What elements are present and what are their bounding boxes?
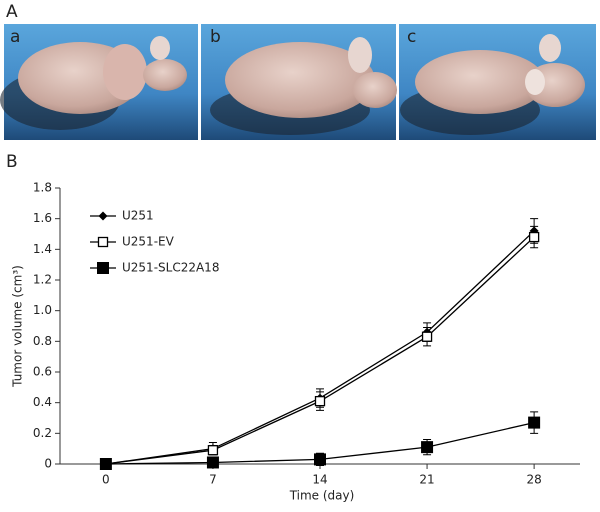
y-axis-label: Tumor volume (cm³) xyxy=(11,265,25,388)
legend-label: U251 xyxy=(122,209,154,223)
photo xyxy=(201,24,397,140)
marker xyxy=(314,453,326,466)
x-tick-label: 7 xyxy=(209,473,217,487)
panel-label: B xyxy=(6,152,18,172)
legend-marker xyxy=(97,236,109,248)
y-tick-label: 1.4 xyxy=(33,242,52,256)
y-tick-label: 0.2 xyxy=(33,426,52,440)
marker xyxy=(421,441,434,454)
x-tick-label: 0 xyxy=(102,473,110,487)
marker xyxy=(206,456,219,469)
marker xyxy=(99,458,112,470)
legend-marker xyxy=(98,211,108,221)
photo-label: b xyxy=(210,27,221,47)
y-tick-label: 1.2 xyxy=(33,273,52,287)
legend-marker xyxy=(97,262,109,274)
y-tick-label: 0.8 xyxy=(33,334,52,348)
y-tick-label: 0 xyxy=(44,457,52,471)
x-tick-label: 28 xyxy=(526,473,541,487)
marker xyxy=(314,395,326,407)
marker xyxy=(528,231,540,243)
x-tick-label: 14 xyxy=(312,473,327,487)
photo-label: a xyxy=(10,27,20,47)
y-tick-label: 1.6 xyxy=(33,211,52,225)
y-tick-label: 0.4 xyxy=(33,395,52,409)
y-tick-label: 1.0 xyxy=(33,303,52,317)
x-tick-label: 21 xyxy=(419,473,434,487)
marker xyxy=(207,445,219,456)
x-axis-label: Time (day) xyxy=(289,489,355,503)
photo-label: c xyxy=(407,27,416,47)
marker xyxy=(528,416,541,429)
marker xyxy=(421,331,433,342)
photo xyxy=(0,24,198,140)
panel-label: A xyxy=(6,2,18,22)
y-tick-label: 1.8 xyxy=(33,181,52,195)
legend-label: U251-EV xyxy=(122,235,175,249)
y-tick-label: 0.6 xyxy=(33,365,52,379)
photo xyxy=(399,24,596,140)
legend-label: U251-SLC22A18 xyxy=(122,261,219,275)
